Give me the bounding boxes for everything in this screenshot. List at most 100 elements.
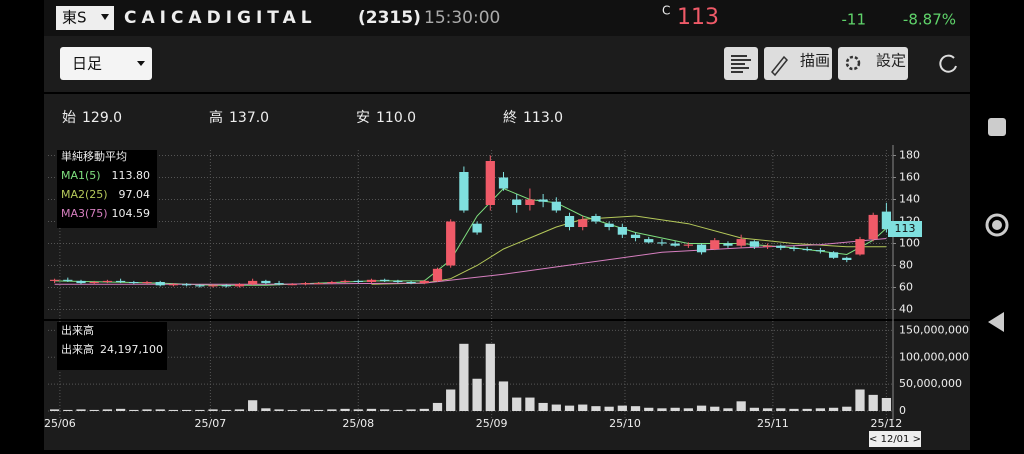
candle-body	[776, 245, 786, 248]
refresh-icon[interactable]	[939, 54, 957, 73]
y-tick-label: 140	[899, 193, 920, 206]
ma-legend-name: MA1(5)	[61, 169, 101, 182]
candle-body	[168, 284, 179, 286]
volume-bar	[683, 408, 693, 411]
ohlc-label: 終	[503, 110, 517, 126]
candle-body	[538, 199, 548, 202]
candle-body	[710, 240, 720, 249]
change: -11	[842, 11, 867, 29]
volume-bar	[380, 409, 390, 411]
candle-body	[644, 239, 654, 243]
dropdown-arrow	[137, 61, 145, 66]
volume-bar	[723, 408, 733, 411]
ma-legend	[57, 150, 157, 228]
candle-body	[393, 280, 403, 282]
volume-bar	[855, 389, 865, 411]
volume-bar	[498, 381, 509, 411]
x-tick-label: 25/06	[44, 417, 76, 430]
settings-button[interactable]	[838, 47, 908, 80]
volume-bar	[815, 408, 826, 411]
volume-bar	[274, 409, 284, 411]
ohlc-label: 高	[209, 109, 223, 126]
volume-bar	[776, 408, 786, 411]
y-tick-label: 100	[899, 237, 920, 250]
candle-body	[723, 243, 733, 246]
volume-bar	[115, 408, 126, 411]
x-tick-label: 25/09	[476, 417, 508, 430]
volume-bar	[736, 401, 746, 411]
header-bar	[44, 0, 970, 36]
volume-bar	[287, 409, 297, 411]
price-flag: C	[662, 4, 670, 18]
volume-bar	[340, 408, 350, 411]
ma-legend-name: MA2(25)	[61, 188, 108, 201]
ohlc-label: 安	[356, 110, 370, 126]
volume-bar	[234, 409, 245, 411]
volume-bar	[828, 407, 839, 411]
candle-body	[525, 199, 535, 205]
volume-bar	[868, 394, 878, 411]
volume-bar	[802, 408, 812, 411]
ma-legend-items: MA1(5) 113.80 MA2(25) 97.04 MA3(75) 104.59	[61, 169, 150, 220]
candle-body	[485, 161, 495, 205]
candle-body	[76, 280, 86, 284]
nav-back[interactable]	[988, 312, 1004, 332]
volume-bar	[49, 409, 60, 411]
volume-bar	[485, 343, 495, 411]
x-tick-label: 25/07	[195, 417, 227, 430]
candle-body	[155, 282, 165, 286]
candle-body	[248, 280, 258, 285]
candle-body	[604, 223, 614, 227]
candle-body	[380, 279, 390, 281]
candle-body	[617, 227, 627, 235]
ohlc-value: 110.0	[376, 110, 416, 126]
candle-body	[89, 282, 99, 284]
nav-home[interactable]	[985, 213, 1009, 237]
y-tick-label: 160	[899, 171, 920, 184]
candle-body	[234, 284, 245, 287]
volume-bar	[195, 409, 205, 411]
volume-bar	[102, 409, 113, 411]
candle-body	[129, 282, 139, 284]
price-tag-label: 113	[895, 222, 916, 235]
period-select[interactable]	[60, 47, 152, 80]
candle-body	[142, 282, 152, 284]
volume-bar	[419, 408, 429, 411]
volume-bar	[630, 406, 641, 411]
draw-button[interactable]	[764, 47, 832, 80]
candle-body	[300, 283, 311, 285]
volume-legend	[57, 322, 167, 370]
volume-bar	[710, 406, 720, 411]
candle-body	[868, 214, 878, 240]
volume-bar	[208, 409, 218, 411]
price: 113	[677, 5, 719, 30]
y-tick-label: 40	[899, 303, 913, 316]
draw-label: 描画	[800, 52, 830, 70]
tool-buttons: 描画 設定	[764, 47, 908, 80]
chart: 406080100120140160180050,000,000100,000,…	[44, 145, 970, 430]
volume-bar	[221, 409, 231, 411]
stock-name: CAICADIGITAL	[124, 8, 317, 28]
x-tick-label: 25/10	[609, 417, 641, 430]
ma-legend-title: 単純移動平均	[61, 149, 127, 163]
volume-bar	[406, 409, 416, 411]
nav-recents[interactable]	[988, 118, 1006, 136]
volume-bar	[591, 406, 601, 411]
volume-bar	[551, 404, 561, 411]
candle-body	[287, 284, 297, 286]
candle-body	[564, 216, 575, 227]
time: 15:30:00	[424, 8, 500, 28]
candle-body	[63, 279, 73, 281]
candle-body	[512, 199, 522, 205]
volume-bar	[512, 397, 522, 411]
x-tick-label: 25/08	[342, 417, 374, 430]
volume-bar	[538, 402, 548, 411]
candle-body	[432, 268, 443, 281]
ma-legend-value: 97.04	[119, 188, 151, 201]
candle-body	[696, 244, 707, 253]
pencil-icon	[770, 55, 789, 77]
cursor-label: < 12/01 >	[869, 434, 921, 445]
candle-body	[657, 242, 667, 244]
